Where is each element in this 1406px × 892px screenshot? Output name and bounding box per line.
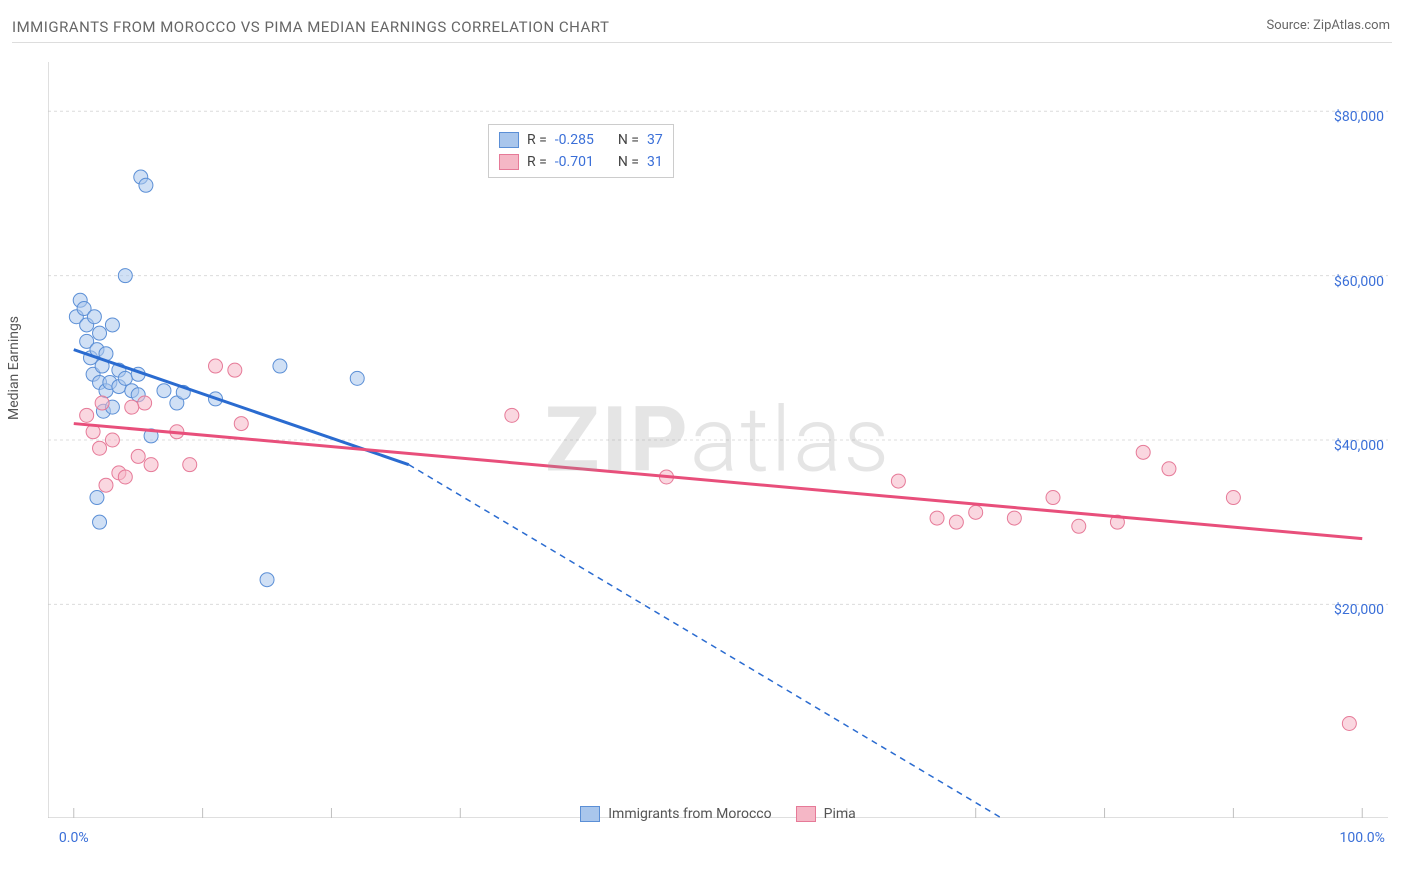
legend-row: R = -0.285 N = 37 [499, 129, 663, 151]
legend-swatch [499, 154, 519, 170]
chart-title: IMMIGRANTS FROM MOROCCO VS PIMA MEDIAN E… [12, 18, 1392, 43]
legend-swatch [580, 806, 600, 822]
legend-swatch [796, 806, 816, 822]
x-tick-label: 0.0% [59, 830, 89, 846]
y-tick-label: $20,000 [1304, 602, 1384, 618]
chart-plot-area: ZIPatlas R =-0.285N =37R =-0.701N =31 Im… [48, 62, 1388, 818]
r-value: -0.285 [555, 129, 594, 151]
legend-item: Immigrants from Morocco [580, 806, 771, 822]
correlation-legend: R = -0.285 N = 37 R = -0.701 N = 31 [488, 124, 674, 178]
source-label: Source: ZipAtlas.com [1266, 18, 1390, 33]
legend-row: R = -0.701 N = 31 [499, 151, 663, 173]
r-label: R = [527, 151, 547, 173]
y-tick-label: $60,000 [1304, 274, 1384, 290]
r-value: -0.701 [555, 151, 594, 173]
x-tick-label: 100.0% [1340, 830, 1385, 846]
n-label: N = [618, 129, 639, 151]
legend-swatch [499, 132, 519, 148]
y-tick-label: $40,000 [1304, 438, 1384, 454]
legend-label: Immigrants from Morocco [608, 806, 771, 822]
series-legend: Immigrants from Morocco Pima [48, 806, 1388, 822]
r-label: R = [527, 129, 547, 151]
y-tick-label: $80,000 [1304, 109, 1384, 125]
y-axis-label: Median Earnings [6, 316, 22, 420]
n-value: 37 [647, 129, 663, 151]
n-value: 31 [647, 151, 663, 173]
n-label: N = [618, 151, 639, 173]
chart-svg [48, 62, 1388, 818]
legend-label: Pima [824, 806, 856, 822]
legend-item: Pima [796, 806, 856, 822]
